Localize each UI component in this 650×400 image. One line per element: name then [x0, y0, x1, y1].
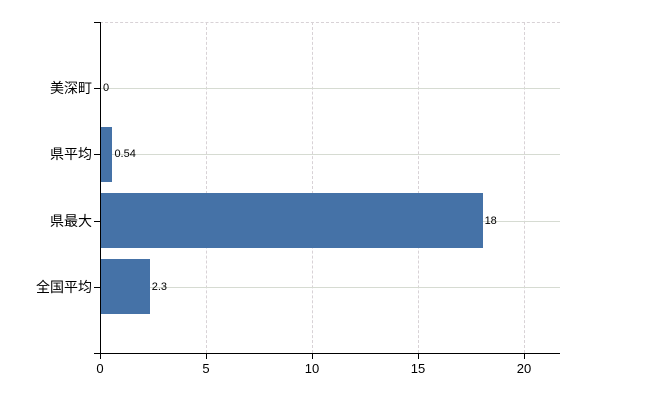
x-gridline [311, 22, 313, 353]
x-axis-tick [100, 353, 101, 359]
x-axis-tick [205, 353, 207, 359]
x-gridline [205, 22, 207, 353]
value-label: 0 [103, 82, 110, 95]
y-axis [100, 22, 101, 353]
category-label: 全国平均 [36, 278, 92, 295]
x-tick-label: 0 [96, 361, 104, 376]
bar [101, 193, 483, 249]
y-axis-tick [94, 22, 100, 23]
category-label: 美深町 [50, 80, 92, 97]
x-axis-tick [523, 353, 525, 359]
value-label: 2.3 [151, 280, 168, 293]
x-axis-tick [417, 353, 419, 359]
category-label: 県最大 [50, 212, 92, 229]
x-tick-label: 15 [410, 361, 426, 376]
y-gridline [100, 88, 560, 90]
x-tick-label: 20 [516, 361, 532, 376]
value-label: 0.54 [114, 148, 136, 161]
x-gridline [417, 22, 419, 353]
x-tick-label: 10 [304, 361, 320, 376]
value-label: 18 [484, 214, 497, 227]
x-tick-label: 5 [202, 361, 210, 376]
y-axis-tick [94, 88, 100, 90]
y-gridline [100, 154, 560, 156]
y-axis-tick [94, 286, 100, 288]
x-axis [100, 353, 560, 354]
bar [101, 259, 150, 315]
category-label: 県平均 [50, 146, 92, 163]
y-axis-tick [94, 220, 100, 222]
y-axis-tick [94, 154, 100, 156]
y-axis-tick [94, 353, 100, 354]
x-gridline [523, 22, 525, 353]
y-gridline [100, 286, 560, 288]
x-axis-tick [311, 353, 313, 359]
bar [101, 126, 112, 182]
plot-top-border [100, 22, 560, 23]
